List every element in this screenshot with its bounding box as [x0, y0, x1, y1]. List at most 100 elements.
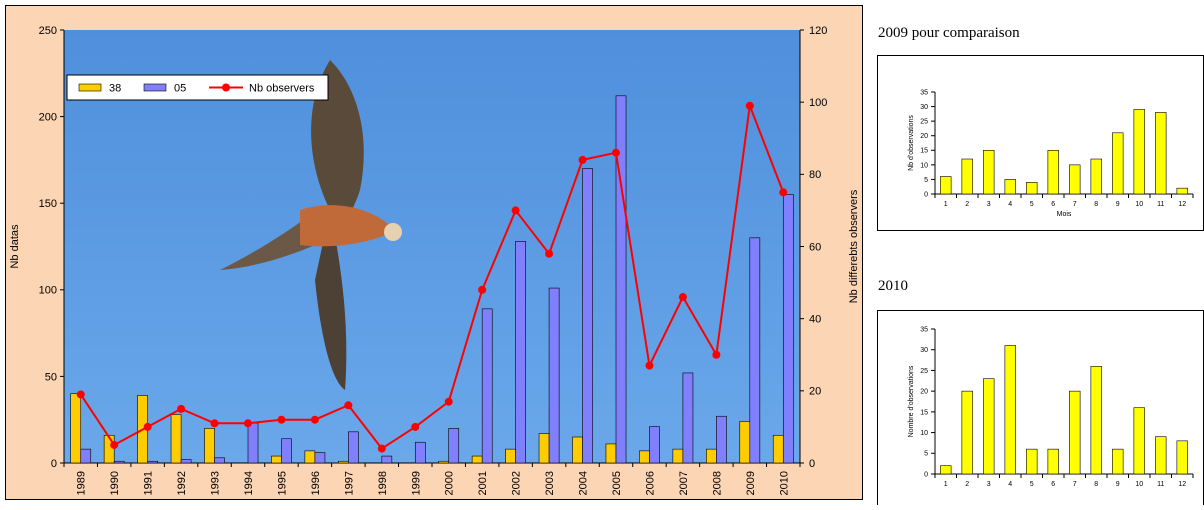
x-tick-label: 6	[1051, 481, 1055, 488]
y-tick-label: 100	[39, 285, 57, 297]
x-axis-title: Mois	[1057, 211, 1072, 218]
bar	[448, 428, 460, 464]
x-tick-label: 2010	[778, 471, 790, 495]
x-tick-label: 2001	[477, 471, 489, 495]
y-tick-label: 35	[920, 326, 928, 333]
x-tick-label: 2	[965, 201, 969, 208]
chart-2009-frame	[877, 55, 1204, 231]
bar	[471, 455, 483, 464]
x-tick-label: 3	[987, 481, 991, 488]
bar	[271, 455, 282, 464]
bar	[214, 457, 225, 464]
y2-tick-label: 80	[809, 169, 821, 181]
x-tick-label: 1992	[176, 471, 188, 495]
x-tick-label: 2007	[678, 471, 690, 495]
line-marker	[411, 422, 420, 431]
y-tick-label: 0	[51, 458, 57, 470]
bar	[1047, 448, 1059, 475]
y-tick-label: 200	[39, 111, 57, 123]
bar	[716, 415, 727, 464]
x-tick-label: 2004	[578, 471, 590, 495]
x-tick-label: 2009	[745, 471, 757, 495]
bar	[1026, 448, 1038, 475]
x-tick-label: 1997	[343, 471, 355, 495]
bar	[782, 194, 794, 464]
bar	[983, 149, 995, 195]
chart-2010-frame	[877, 310, 1204, 510]
x-tick-label: 3	[987, 201, 991, 208]
y-tick-label: 15	[920, 409, 928, 416]
y-axis-title: Nb datas	[9, 224, 21, 269]
x-tick-label: 1998	[377, 471, 389, 495]
x-tick-label: 2006	[644, 471, 656, 495]
line-marker	[143, 422, 152, 431]
x-tick-label: 8	[1094, 201, 1098, 208]
bar	[314, 452, 326, 464]
line-marker	[612, 148, 620, 157]
bar	[1155, 112, 1167, 195]
y2-tick-label: 0	[809, 458, 815, 470]
bar	[582, 168, 593, 464]
y2-tick-label: 60	[809, 241, 821, 253]
x-tick-label: 8	[1094, 481, 1098, 488]
bar	[180, 459, 192, 464]
x-tick-label: 1991	[143, 471, 155, 495]
bar	[113, 460, 125, 464]
x-tick-label: 7	[1073, 201, 1077, 208]
x-tick-label: 4	[1008, 201, 1012, 208]
x-tick-label: 9	[1116, 481, 1120, 488]
line-marker	[210, 419, 219, 428]
bar	[538, 433, 550, 464]
bar	[247, 422, 259, 464]
line-marker	[478, 285, 487, 294]
bar	[739, 421, 751, 464]
x-tick-label: 1996	[310, 471, 322, 495]
x-tick-label: 10	[1135, 201, 1143, 208]
y2-axis-title: Nb differebts observers	[848, 189, 860, 303]
legend-swatch	[222, 83, 230, 92]
y-tick-label: 25	[920, 368, 928, 375]
y-axis-title: Nombre d'observations	[908, 365, 915, 437]
x-tick-label: 1	[944, 201, 948, 208]
line-marker	[244, 419, 252, 428]
y-tick-label: 0	[924, 191, 928, 198]
bar	[615, 95, 627, 464]
x-tick-label: 1	[944, 481, 948, 488]
y-axis-title: Nb d'observations	[908, 115, 915, 171]
x-tick-label: 1993	[210, 471, 222, 495]
legend	[66, 74, 329, 101]
bar	[749, 237, 761, 464]
y-tick-label: 5	[924, 177, 928, 184]
y-tick-label: 30	[920, 347, 928, 354]
y-tick-label: 0	[924, 471, 928, 478]
bar	[983, 378, 995, 475]
line-marker	[344, 401, 353, 410]
line-marker	[310, 415, 319, 424]
y-tick-label: 20	[920, 389, 928, 396]
line	[79, 105, 785, 450]
x-tick-label: 6	[1051, 201, 1055, 208]
bar	[70, 393, 82, 464]
bar	[414, 441, 426, 464]
x-tick-label: 5	[1030, 201, 1034, 208]
x-tick-label: 11	[1157, 201, 1164, 208]
bar	[1176, 187, 1188, 195]
bar	[961, 158, 973, 195]
y-tick-label: 5	[924, 451, 928, 458]
x-tick-label: 2005	[611, 471, 623, 495]
line-marker	[377, 444, 386, 453]
bar	[940, 465, 952, 475]
bar	[1090, 158, 1102, 195]
bar	[338, 460, 349, 464]
bar	[961, 390, 973, 475]
y-tick-label: 50	[45, 371, 57, 383]
plot-background	[64, 30, 800, 463]
y-tick-label: 15	[920, 148, 928, 155]
x-tick-label: 12	[1178, 201, 1186, 208]
x-tick-label: 1989	[76, 471, 88, 495]
y-tick-label: 20	[920, 133, 928, 140]
bar	[204, 428, 215, 464]
line-marker	[110, 440, 119, 449]
